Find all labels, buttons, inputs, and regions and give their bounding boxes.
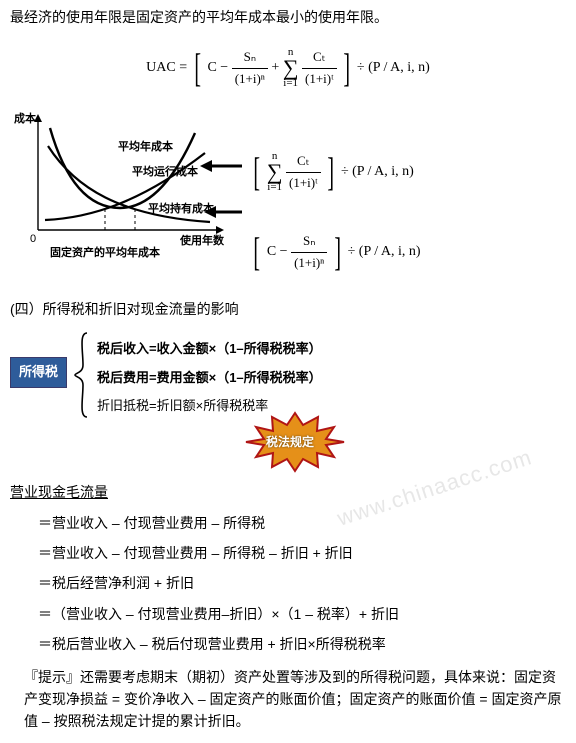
frac-den: (1+i)ᵗ: [286, 173, 321, 194]
eq-line-3: ＝税后经营净利润 + 折旧: [38, 572, 566, 594]
sigma-icon: ∑: [283, 58, 299, 78]
sum-lower: i=1: [267, 182, 283, 193]
tax-label-box: 所得税: [10, 357, 67, 388]
fraction-ct: Cₜ (1+i)ᵗ: [286, 151, 321, 194]
frac-den: (1+i)ⁿ: [232, 69, 268, 90]
minus-sign: −: [280, 245, 288, 260]
frac-den: (1+i)ᵗ: [302, 69, 337, 90]
eq-line-5: ＝税后营业收入 – 税后付现营业费用 + 折旧×所得税税率: [38, 633, 566, 655]
section-4-heading: (四）所得税和折旧对现金流量的影响: [10, 298, 566, 320]
svg-text:平均年成本: 平均年成本: [118, 139, 173, 153]
frac-num: Cₜ: [286, 151, 321, 173]
eq-line-1: ＝营业收入 – 付现营业费用 – 所得税: [38, 512, 566, 534]
svg-text:使用年数: 使用年数: [179, 233, 225, 247]
divisor: ÷ (P / A, i, n): [348, 245, 421, 260]
frac-num: Sₙ: [291, 231, 327, 253]
eq-line-4: ＝（营业收入 – 付现营业费用–折旧）×（1 – 税率）+ 折旧: [38, 603, 566, 625]
svg-text:平均运行成本: 平均运行成本: [132, 164, 198, 178]
note-block: 『提示』还需要考虑期末（期初）资产处置等涉及到的所得税问题，具体来说：固定资产变…: [24, 666, 566, 733]
divisor: ÷ (P / A, i, n): [357, 61, 430, 76]
uac-formula: UAC = [ C − Sₙ (1+i)ⁿ + n ∑ i=1 Cₜ (1+i)…: [10, 36, 566, 100]
tax-line-2: 税后费用=费用金额×（1–所得税税率）: [97, 368, 322, 389]
frac-den: (1+i)ⁿ: [291, 253, 327, 274]
left-bracket: [: [194, 36, 201, 100]
left-bracket: [: [253, 220, 260, 284]
divisor: ÷ (P / A, i, n): [341, 165, 414, 180]
minus-sign: −: [220, 61, 228, 76]
uac-label: UAC: [146, 61, 176, 76]
fraction-ct: Cₜ (1+i)ᵗ: [302, 47, 337, 90]
svg-text:固定资产的平均年成本: 固定资产的平均年成本: [50, 245, 160, 258]
right-bracket: ]: [343, 36, 350, 100]
svg-text:成本: 成本: [14, 111, 36, 125]
term-c: C: [267, 245, 276, 260]
summation: n ∑ i=1: [283, 47, 299, 89]
summation: n ∑ i=1: [267, 151, 283, 193]
starburst-callout: 税法规定: [240, 411, 566, 471]
equals-sign: =: [179, 61, 187, 76]
tax-line-1: 税后收入=收入金额×（1–所得税税率）: [97, 339, 322, 360]
cost-graph: 成本 使用年数 0 平均年成本 平均运行成本 平均持有成本 固定资产的平均年成本: [10, 108, 246, 264]
eq-line-2: ＝营业收入 – 付现营业费用 – 所得税 – 折旧 + 折旧: [38, 542, 566, 564]
fraction-sn: Sₙ (1+i)ⁿ: [232, 47, 268, 90]
sigma-icon: ∑: [267, 162, 283, 182]
term-c: C: [207, 61, 216, 76]
plus-sign: +: [271, 61, 279, 76]
starburst-text: 税法规定: [266, 433, 314, 452]
right-bracket: ]: [334, 220, 341, 284]
cashflow-heading: 营业现金毛流量: [10, 481, 566, 503]
frac-num: Sₙ: [232, 47, 268, 69]
svg-text:平均持有成本: 平均持有成本: [148, 201, 214, 215]
svg-text:0: 0: [30, 233, 36, 245]
sum-lower: i=1: [283, 78, 299, 89]
frac-num: Cₜ: [302, 47, 337, 69]
intro-text: 最经济的使用年限是固定资产的平均年成本最小的使用年限。: [10, 6, 566, 28]
right-bracket: ]: [327, 140, 334, 204]
brace-icon: [73, 331, 91, 425]
fraction-sn: Sₙ (1+i)ⁿ: [291, 231, 327, 274]
side-formulas: [ n ∑ i=1 Cₜ (1+i)ᵗ ] ÷ (P / A, i, n) [ …: [250, 108, 421, 284]
left-bracket: [: [253, 140, 260, 204]
